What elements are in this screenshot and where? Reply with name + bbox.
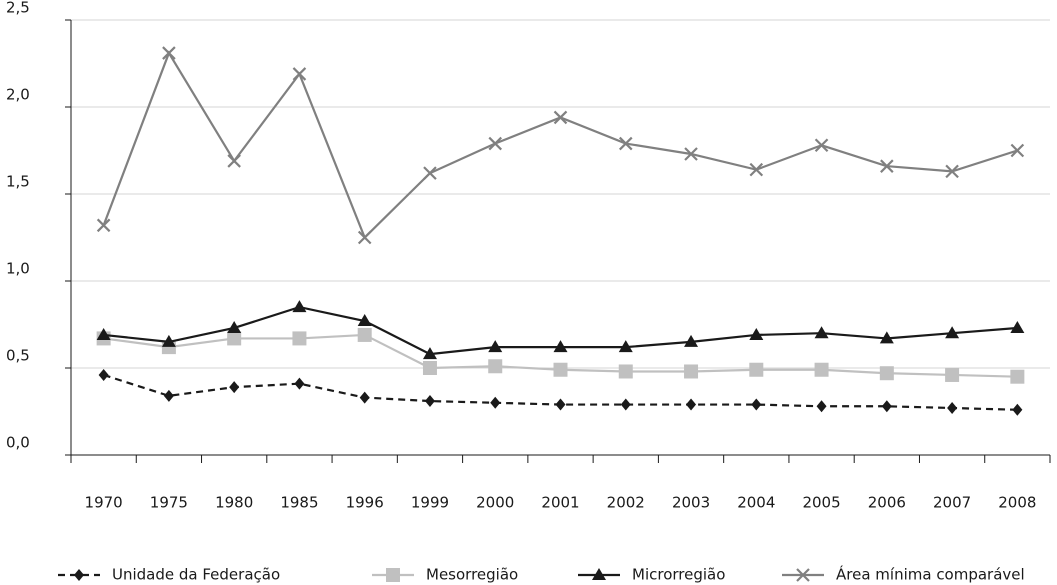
legend-label: Mesorregião: [426, 566, 518, 584]
y-tick-label: 2,5: [6, 0, 30, 17]
marker: [162, 46, 176, 60]
y-tick-label: 0,0: [6, 434, 30, 452]
marker: [945, 367, 960, 382]
marker: [292, 67, 307, 81]
marker: [553, 362, 568, 377]
series-line: [102, 50, 1018, 240]
marker: [880, 159, 894, 173]
marker: [292, 300, 307, 313]
x-tick-label: 2001: [541, 494, 579, 512]
marker: [553, 340, 568, 353]
marker: [816, 400, 827, 413]
marker: [814, 138, 829, 153]
x-tick-label: 1975: [150, 494, 188, 512]
marker: [227, 320, 242, 333]
x-tick-label: 2004: [737, 494, 775, 512]
marker: [1010, 320, 1025, 333]
marker: [749, 327, 764, 340]
legend-label: Microrregião: [632, 566, 725, 584]
x-tick-label: 2007: [933, 494, 971, 512]
marker: [424, 395, 435, 408]
y-tick-label: 2,0: [6, 86, 30, 104]
marker: [684, 364, 699, 379]
marker: [749, 362, 764, 377]
marker: [684, 147, 698, 161]
marker: [227, 331, 242, 346]
marker: [620, 398, 631, 411]
x-tick-label: 1980: [215, 494, 253, 512]
marker: [686, 398, 697, 411]
x-tick-label: 2005: [802, 494, 840, 512]
y-tick-label: 1,0: [6, 260, 30, 278]
marker: [357, 327, 372, 342]
marker: [422, 347, 437, 360]
marker: [98, 368, 109, 381]
marker: [422, 361, 437, 375]
marker: [1010, 369, 1025, 384]
x-tick-label: 2000: [476, 494, 514, 512]
marker: [945, 164, 959, 179]
marker: [796, 568, 810, 582]
x-tick-label: 2003: [672, 494, 710, 512]
x-tick-label: 2006: [868, 494, 906, 512]
marker: [294, 377, 305, 390]
marker: [386, 568, 400, 582]
marker: [227, 154, 241, 168]
marker: [357, 314, 372, 327]
marker: [592, 568, 606, 580]
x-tick-label: 1985: [280, 494, 318, 512]
marker: [490, 396, 501, 409]
marker: [1012, 403, 1023, 416]
marker: [359, 391, 370, 404]
marker: [163, 389, 174, 402]
marker: [229, 381, 240, 394]
marker: [618, 340, 633, 353]
x-tick-label: 2008: [998, 494, 1036, 512]
marker: [553, 110, 568, 125]
x-tick-label: 1999: [411, 494, 449, 512]
x-tick-label: 1970: [85, 494, 123, 512]
marker: [488, 340, 503, 353]
marker: [96, 327, 111, 340]
marker: [423, 166, 437, 180]
marker: [96, 218, 111, 233]
marker: [749, 162, 764, 177]
x-tick-label: 2002: [607, 494, 645, 512]
marker: [684, 334, 699, 347]
marker: [879, 331, 894, 344]
x-tick-label: 1996: [346, 494, 384, 512]
marker: [879, 366, 894, 381]
marker: [814, 362, 829, 377]
marker: [357, 230, 372, 245]
marker: [945, 326, 960, 339]
y-tick-label: 1,5: [6, 173, 30, 191]
marker: [488, 136, 503, 151]
marker: [814, 326, 829, 339]
marker: [618, 136, 633, 151]
marker: [74, 569, 84, 581]
marker: [618, 364, 633, 379]
marker: [292, 331, 307, 346]
marker: [1010, 143, 1025, 158]
marker: [881, 400, 892, 413]
marker: [947, 402, 958, 415]
marker: [751, 398, 762, 411]
legend-label: Unidade da Federação: [112, 566, 280, 584]
marker: [488, 359, 503, 374]
y-tick-label: 0,5: [6, 347, 30, 365]
marker: [555, 398, 566, 411]
legend-label: Área mínima comparável: [836, 565, 1025, 584]
marker: [161, 334, 176, 347]
